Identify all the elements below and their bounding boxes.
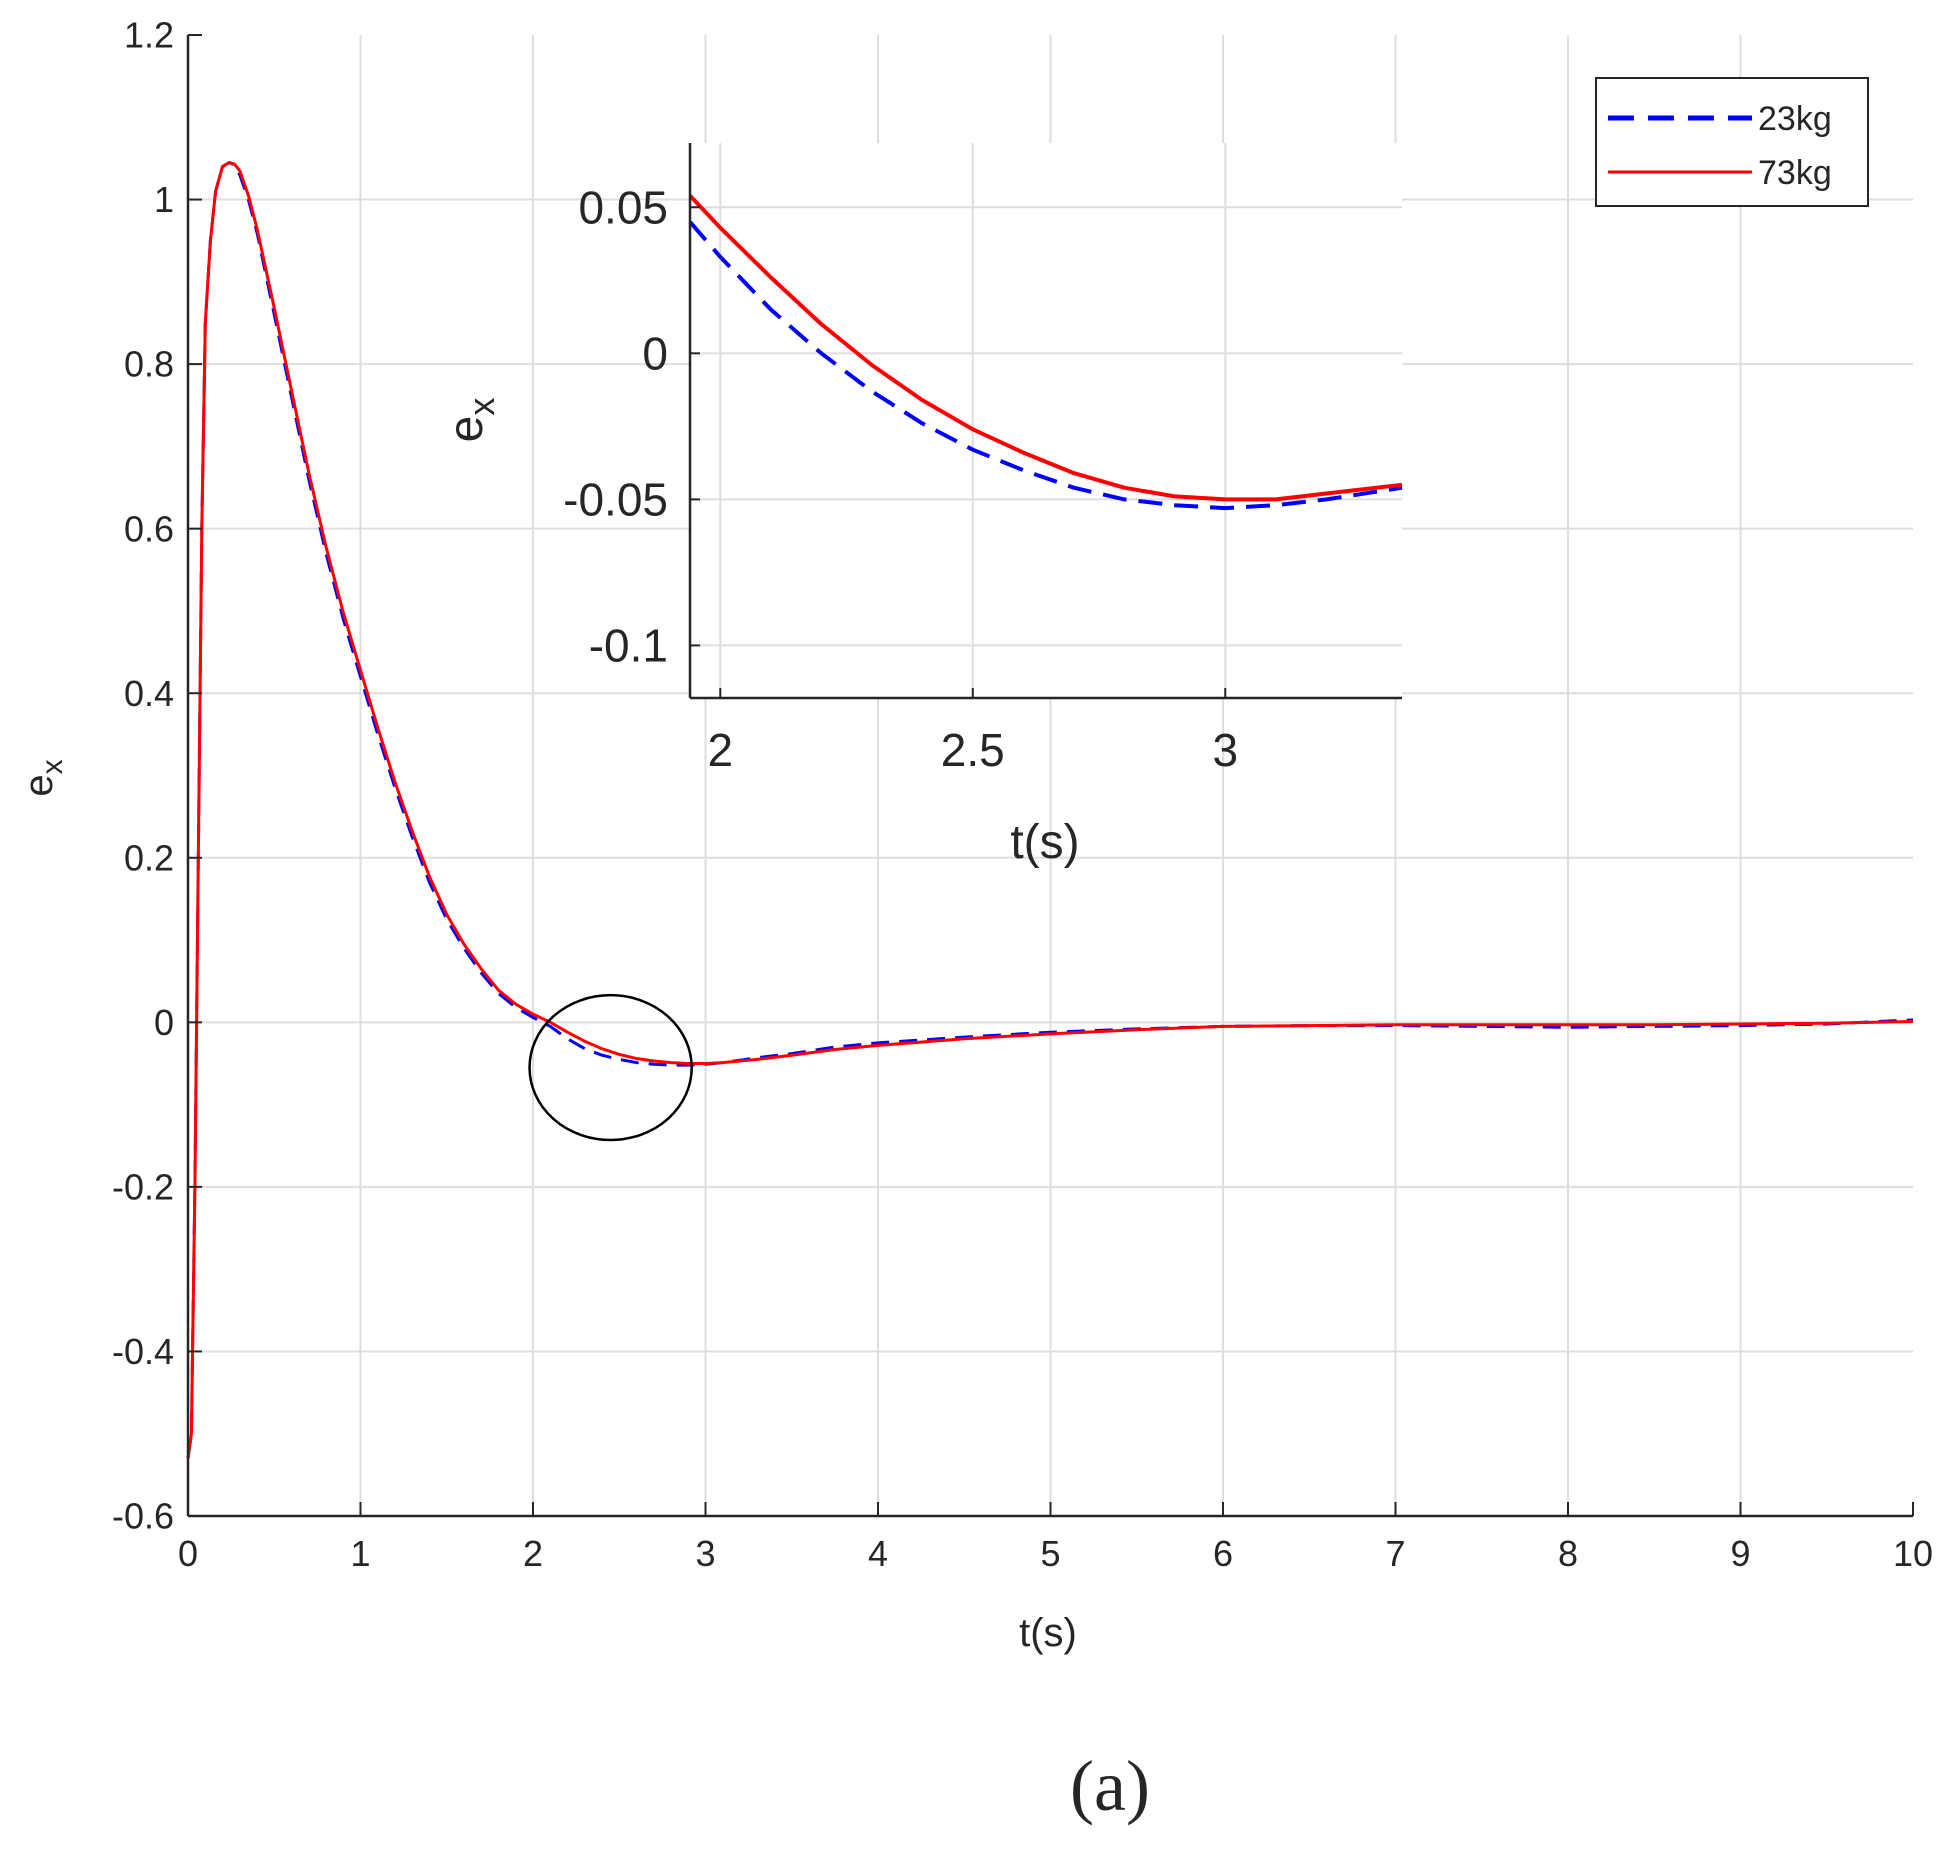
main-axes [186,34,1914,1518]
inset-y-tick-label-0: -0.1 [589,620,668,672]
main-x-tick-label-3: 3 [695,1533,715,1574]
main-y-tick-label-4: 0.2 [124,837,174,878]
zoom-ellipse [528,993,693,1142]
main-y-tick-label-7: 0.8 [124,344,174,385]
main-x-tick-label-9: 9 [1730,1533,1750,1574]
main-x-tick-label-8: 8 [1558,1533,1578,1574]
main-y-tick-label-5: 0.4 [124,673,174,714]
main-x-tick-label-2: 2 [523,1533,543,1574]
inset-y-axis-label-subscript: x [461,398,502,416]
inset-x-axis-label: t(s) [1010,816,1079,869]
main-y-tick-label-3: 0 [154,1002,174,1043]
main-x-tick-label-6: 6 [1213,1533,1233,1574]
main-y-tick-label-8: 1 [154,179,174,220]
inset-y-axis-label: ex [440,398,502,443]
main-tick-labels: 0 1 2 3 4 5 6 7 8 9 10 -0.6 -0.4 -0.2 0 0.2 0.4 0.6 0.8 1 1.… [112,15,1933,1574]
main-x-tick-label-5: 5 [1040,1533,1060,1574]
main-x-tick-label-4: 4 [868,1533,888,1574]
main-y-tick-label-1: -0.4 [112,1331,174,1372]
legend-label-73kg: 73kg [1758,154,1832,192]
figure-caption: (a) [1070,1746,1150,1826]
main-y-tick-label-2: -0.2 [112,1166,174,1207]
inset-tick-labels: 2 2.5 3 -0.1 -0.05 0 0.05 [563,181,1238,776]
main-y-axis-label-subscript: x [36,759,69,774]
main-series-73kg [186,161,1914,1459]
inset-axes [688,143,1402,700]
main-y-axis-label-base: e [17,774,61,796]
main-y-axis-label: ex [17,759,69,796]
main-y-tick-label-6: 0.6 [124,508,174,549]
inset-x-tick-label-1: 2.5 [941,724,1005,776]
inset-y-tick-label-1: -0.05 [563,473,668,525]
inset-series [688,194,1403,511]
main-x-tick-label-7: 7 [1385,1533,1405,1574]
main-y-tick-label-9: 1.2 [124,15,174,56]
inset-y-tick-label-3: 0.05 [578,181,668,233]
inset-background [690,143,1402,698]
legend-label-23kg: 23kg [1758,100,1832,138]
inset-series-73kg [688,194,1403,502]
main-y-tick-label-0: -0.6 [112,1496,174,1537]
inset-x-tick-label-2: 3 [1212,724,1238,776]
inset-chart: 2 2.5 3 -0.1 -0.05 0 0.05 t(s) ex [440,143,1403,869]
main-annotation [528,993,693,1142]
legend-box [1595,77,1869,207]
legend: 23kg 73kg [1595,77,1869,207]
inset-series-23kg [688,220,1403,511]
inset-y-axis-label-base: e [440,416,493,443]
main-x-axis-label: t(s) [1019,1611,1077,1655]
inset-grid [690,143,1402,698]
inset-y-tick-label-2: 0 [642,327,668,379]
inset-x-tick-label-0: 2 [708,724,734,776]
main-series [186,161,1914,1459]
main-x-tick-label-1: 1 [350,1533,370,1574]
main-x-tick-label-10: 10 [1893,1533,1933,1574]
main-x-tick-label-0: 0 [178,1533,198,1574]
